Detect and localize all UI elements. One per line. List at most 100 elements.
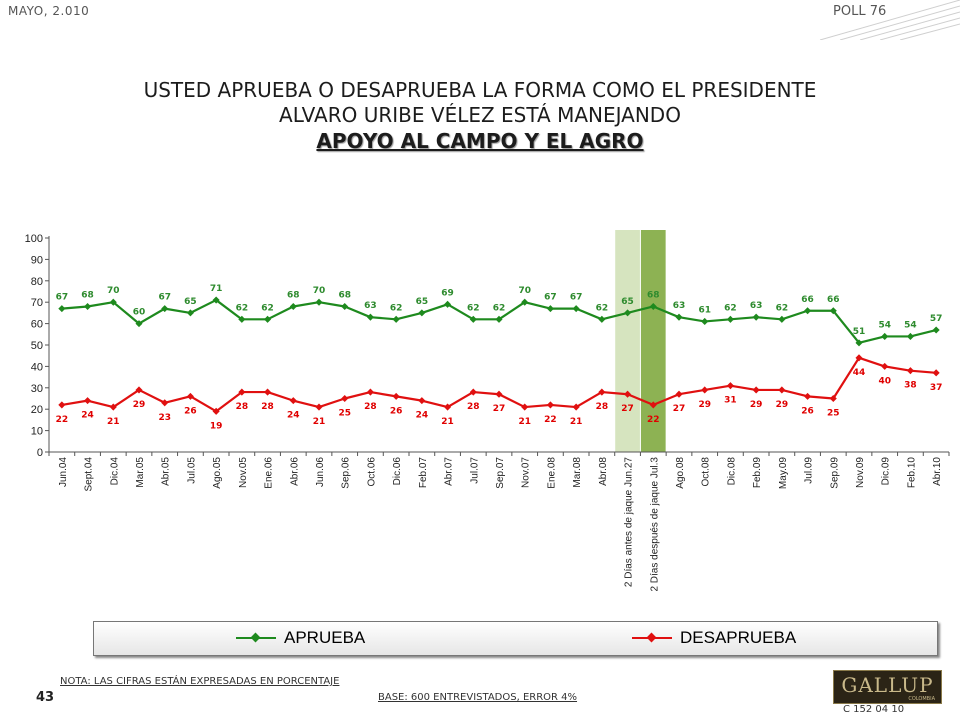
page-number: 43: [36, 690, 55, 705]
data-point: [315, 403, 323, 411]
x-tick-label: 2 Días después de jaque Jul.3: [649, 457, 660, 592]
x-tick-label: Sep.06: [341, 457, 352, 489]
data-label: 57: [930, 314, 943, 324]
data-point: [186, 309, 194, 317]
data-point: [238, 388, 246, 396]
data-label: 54: [878, 320, 891, 330]
x-tick-label: Sep.09: [829, 457, 840, 489]
x-tick-label: Nov.07: [521, 457, 532, 488]
data-label: 24: [81, 411, 94, 421]
data-label: 22: [56, 415, 69, 425]
x-tick-label: Mar.08: [572, 457, 583, 488]
data-label: 29: [133, 400, 146, 410]
data-label: 67: [544, 293, 557, 303]
x-tick-label: Dic.04: [109, 457, 120, 486]
data-label: 21: [313, 417, 326, 427]
data-label: 27: [673, 404, 686, 414]
y-tick-label: 30: [31, 383, 43, 395]
data-point: [58, 305, 66, 313]
data-label: 19: [210, 421, 223, 431]
data-label: 24: [416, 411, 429, 421]
data-label: 66: [827, 295, 840, 305]
data-label: 27: [621, 404, 634, 414]
x-tick-label: Feb.09: [752, 457, 763, 489]
x-tick-label: Sep.07: [495, 457, 506, 489]
data-label: 61: [698, 305, 711, 315]
data-point: [932, 369, 940, 377]
data-label: 63: [750, 301, 763, 311]
chart-title: USTED APRUEBA O DESAPRUEBA LA FORMA COMO…: [0, 78, 960, 155]
data-label: 62: [261, 303, 274, 313]
data-point: [675, 313, 683, 321]
data-point: [546, 401, 554, 409]
footnote: NOTA: LAS CIFRAS ESTÁN EXPRESADAS EN POR…: [60, 676, 340, 687]
data-label: 37: [930, 383, 943, 393]
data-label: 70: [107, 286, 120, 296]
x-tick-label: Abr.05: [161, 457, 172, 486]
data-point: [521, 403, 529, 411]
data-point: [238, 315, 246, 323]
data-label: 44: [853, 368, 866, 378]
y-tick-label: 70: [31, 297, 43, 309]
data-label: 70: [518, 286, 531, 296]
data-point: [932, 326, 940, 334]
title-emphasis: APOYO AL CAMPO Y EL AGRO: [316, 129, 644, 153]
title-line-1: USTED APRUEBA O DESAPRUEBA LA FORMA COMO…: [143, 78, 817, 102]
data-label: 26: [390, 406, 403, 416]
data-point: [366, 388, 374, 396]
data-label: 63: [364, 301, 377, 311]
y-tick-label: 0: [37, 447, 43, 459]
data-point: [829, 394, 837, 403]
data-label: 54: [904, 320, 917, 330]
legend-label-aprueba: APRUEBA: [284, 628, 366, 647]
data-point: [289, 302, 297, 311]
data-point: [855, 339, 863, 347]
data-point: [469, 315, 477, 323]
data-point: [341, 394, 349, 403]
data-label: 68: [647, 290, 660, 300]
data-label: 68: [338, 290, 351, 300]
data-point: [701, 317, 709, 325]
data-label: 66: [801, 295, 814, 305]
data-label: 40: [878, 376, 891, 386]
data-point: [701, 386, 709, 394]
data-point: [906, 332, 914, 340]
data-label: 22: [647, 415, 660, 425]
x-tick-label: Nov.09: [855, 457, 866, 488]
data-point: [392, 392, 400, 400]
data-label: 62: [236, 303, 249, 313]
report-code: C 152 04 10: [843, 704, 905, 715]
y-tick-label: 20: [31, 404, 43, 416]
x-tick-label: Abr.08: [598, 457, 609, 486]
data-point: [726, 382, 734, 390]
poll-date: MAYO, 2.010: [8, 4, 90, 18]
data-point: [752, 386, 760, 394]
x-tick-label: Ago.05: [212, 457, 223, 489]
data-point: [624, 390, 632, 398]
data-point: [778, 315, 786, 323]
data-point: [264, 388, 272, 396]
x-tick-label: Jul.05: [186, 457, 197, 484]
highlight-band: [615, 230, 640, 452]
data-label: 65: [416, 297, 429, 307]
data-point: [649, 401, 657, 409]
data-point: [264, 315, 272, 323]
data-point: [135, 386, 143, 394]
data-point: [804, 392, 812, 400]
data-label: 23: [158, 413, 171, 423]
data-label: 29: [698, 400, 711, 410]
x-tick-label: Feb.10: [906, 457, 917, 489]
highlight-band: [640, 230, 666, 452]
data-point: [315, 298, 323, 306]
data-label: 28: [364, 402, 377, 412]
data-label: 27: [493, 404, 506, 414]
data-label: 70: [313, 286, 326, 296]
data-point: [84, 397, 92, 405]
data-point: [212, 407, 220, 415]
data-label: 60: [133, 308, 146, 318]
approval-line-chart: 0 10 20 30 40 50 60 70 80 90 100 Jun.04 Sept.04 Dic.0…: [25, 230, 950, 592]
data-point: [598, 388, 606, 396]
data-label: 62: [776, 303, 789, 313]
y-tick-label: 90: [31, 254, 43, 266]
data-point: [752, 313, 760, 321]
